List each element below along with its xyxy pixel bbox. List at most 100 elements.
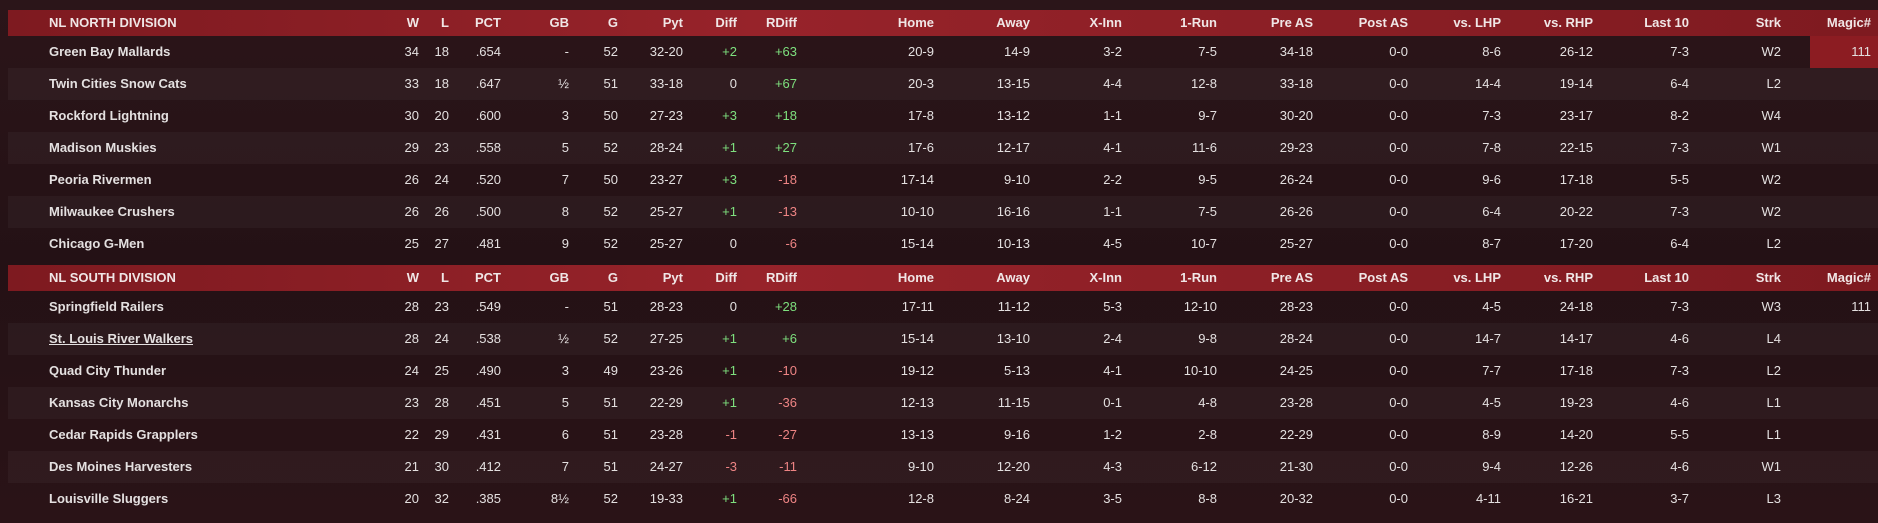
stat-cell: 50 bbox=[603, 172, 618, 187]
stat-cell: 24 bbox=[434, 172, 449, 187]
stat-cell: +1 bbox=[722, 395, 737, 410]
team-name: Green Bay Mallards bbox=[49, 44, 171, 59]
stat-cell: 7-3 bbox=[1482, 108, 1501, 123]
stat-cell: 13-15 bbox=[996, 76, 1030, 91]
stat-cell: 8 bbox=[561, 204, 569, 219]
stat-cell: 30-20 bbox=[1279, 108, 1313, 123]
stat-cell: 12-8 bbox=[907, 491, 934, 506]
stat-cell: 24-25 bbox=[1279, 363, 1313, 378]
stat-cell: .431 bbox=[475, 427, 501, 442]
stat-cell: 34-18 bbox=[1279, 44, 1313, 59]
stat-cell: 19-12 bbox=[900, 363, 934, 378]
stat-cell: - bbox=[564, 44, 569, 59]
stat-cell: 52 bbox=[603, 204, 618, 219]
stat-cell: 0-0 bbox=[1389, 363, 1408, 378]
column-header: vs. LHP bbox=[1453, 270, 1501, 285]
stat-cell: 19-14 bbox=[1559, 76, 1593, 91]
stat-cell: +3 bbox=[722, 108, 737, 123]
team-name: Rockford Lightning bbox=[49, 108, 169, 123]
stat-cell: 27-25 bbox=[649, 331, 683, 346]
stat-cell: 8½ bbox=[550, 491, 569, 506]
stat-cell: 34 bbox=[404, 44, 419, 59]
stat-cell: +27 bbox=[774, 140, 797, 155]
team-row: Louisville Sluggers 20 32 .385 8½ 52 19-33 +1 -6… bbox=[8, 483, 1878, 515]
stat-cell: 14-20 bbox=[1559, 427, 1593, 442]
stat-cell: 0-0 bbox=[1389, 44, 1408, 59]
stat-cell: +63 bbox=[774, 44, 797, 59]
stat-cell: 4-1 bbox=[1103, 140, 1122, 155]
stat-cell: ½ bbox=[558, 76, 569, 91]
stat-cell: 7 bbox=[561, 459, 569, 474]
stat-cell: 11-15 bbox=[997, 395, 1030, 410]
stat-cell: 9-10 bbox=[1003, 172, 1030, 187]
stat-cell: 49 bbox=[603, 363, 618, 378]
stat-cell: 10-7 bbox=[1190, 236, 1217, 251]
stat-cell: 0-0 bbox=[1389, 331, 1408, 346]
column-header: Post AS bbox=[1358, 270, 1408, 285]
stat-cell: +28 bbox=[774, 299, 797, 314]
stat-cell: 28-23 bbox=[649, 299, 683, 314]
column-header: Strk bbox=[1755, 270, 1781, 285]
team-row: Cedar Rapids Grapplers 22 29 .431 6 51 23-28 -1… bbox=[8, 419, 1878, 451]
stat-cell: .412 bbox=[475, 459, 501, 474]
stat-cell: .654 bbox=[475, 44, 501, 59]
stat-cell: 28-24 bbox=[649, 140, 683, 155]
stat-cell: 5-3 bbox=[1103, 299, 1122, 314]
stat-cell: -11 bbox=[779, 459, 797, 474]
stat-cell: 28-23 bbox=[1279, 299, 1313, 314]
stat-cell: 20 bbox=[404, 491, 419, 506]
stat-cell: 9-8 bbox=[1198, 331, 1217, 346]
stat-cell: 0-0 bbox=[1389, 491, 1408, 506]
column-header: L bbox=[441, 15, 449, 30]
stat-cell: 26-24 bbox=[1279, 172, 1313, 187]
stat-cell: +1 bbox=[722, 331, 737, 346]
stat-cell: L1 bbox=[1766, 427, 1781, 442]
stat-cell: 10-13 bbox=[996, 236, 1030, 251]
stat-cell: 0 bbox=[729, 76, 737, 91]
stat-cell: 25-27 bbox=[649, 204, 683, 219]
stat-cell: 111 bbox=[1851, 44, 1871, 59]
stat-cell: 52 bbox=[603, 236, 618, 251]
team-name: Des Moines Harvesters bbox=[49, 459, 193, 474]
stat-cell: 0-0 bbox=[1389, 172, 1408, 187]
column-header: Diff bbox=[715, 15, 737, 30]
stat-cell: W2 bbox=[1761, 44, 1782, 59]
team-row: Springfield Railers 28 23 .549 - 51 28-23 0 +28 1… bbox=[8, 291, 1878, 323]
stat-cell: 13-13 bbox=[900, 427, 934, 442]
stat-cell: 4-6 bbox=[1670, 395, 1689, 410]
stat-cell: 8-2 bbox=[1670, 108, 1689, 123]
stat-cell: 4-6 bbox=[1670, 459, 1689, 474]
team-name[interactable]: St. Louis River Walkers bbox=[49, 331, 194, 346]
stat-cell: L2 bbox=[1766, 363, 1781, 378]
stat-cell: 9-4 bbox=[1482, 459, 1501, 474]
stat-cell: L4 bbox=[1766, 331, 1781, 346]
stat-cell: 22-29 bbox=[649, 395, 683, 410]
stat-cell: 7-3 bbox=[1670, 140, 1689, 155]
stat-cell: 20 bbox=[434, 108, 449, 123]
stat-cell: 23 bbox=[434, 299, 449, 314]
stat-cell: +1 bbox=[722, 363, 737, 378]
column-header: X-Inn bbox=[1089, 270, 1123, 285]
stat-cell: 23 bbox=[434, 140, 449, 155]
stat-cell: -1 bbox=[725, 427, 737, 442]
stat-cell: W2 bbox=[1761, 204, 1782, 219]
team-name: Milwaukee Crushers bbox=[49, 204, 175, 219]
stat-cell: 23-17 bbox=[1559, 108, 1593, 123]
team-row: Peoria Rivermen 26 24 .520 7 50 23-27 +3 -18 17-1… bbox=[8, 164, 1878, 196]
stat-cell: 7 bbox=[561, 172, 569, 187]
column-header: Post AS bbox=[1358, 15, 1408, 30]
column-header: RDiff bbox=[765, 15, 797, 30]
stat-cell: 51 bbox=[603, 459, 618, 474]
stat-cell: 3-5 bbox=[1103, 491, 1122, 506]
team-row: Madison Muskies 29 23 .558 5 52 28-24 +1 +27 17-6… bbox=[8, 132, 1878, 164]
stat-cell: 7-3 bbox=[1670, 363, 1689, 378]
stat-cell: L3 bbox=[1766, 491, 1781, 506]
team-name: Peoria Rivermen bbox=[49, 172, 152, 187]
stat-cell: 0-0 bbox=[1389, 204, 1408, 219]
column-header: Strk bbox=[1755, 15, 1781, 30]
stat-cell: 1-1 bbox=[1103, 204, 1122, 219]
stat-cell: -36 bbox=[778, 395, 797, 410]
stat-cell: 22-15 bbox=[1559, 140, 1593, 155]
stat-cell: 22-29 bbox=[1279, 427, 1313, 442]
